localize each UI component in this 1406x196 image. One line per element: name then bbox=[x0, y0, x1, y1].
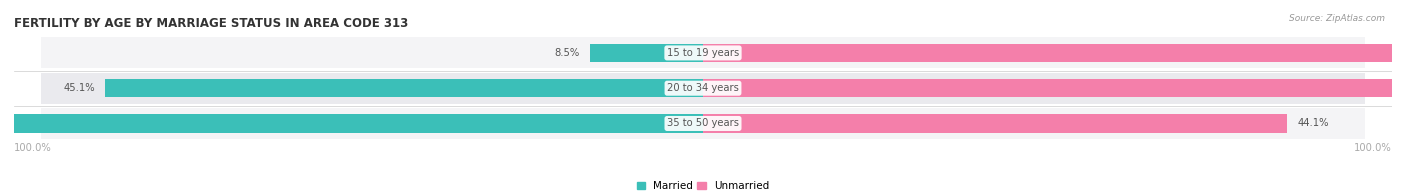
Bar bbox=[41, 108, 1365, 139]
Bar bbox=[703, 114, 1288, 133]
Bar bbox=[703, 79, 1406, 97]
Bar bbox=[591, 44, 703, 62]
Bar bbox=[41, 37, 1365, 68]
Bar bbox=[41, 73, 1365, 104]
Text: 35 to 50 years: 35 to 50 years bbox=[666, 118, 740, 129]
Bar bbox=[0, 114, 703, 133]
Text: 44.1%: 44.1% bbox=[1298, 118, 1330, 129]
Text: 15 to 19 years: 15 to 19 years bbox=[666, 48, 740, 58]
Text: FERTILITY BY AGE BY MARRIAGE STATUS IN AREA CODE 313: FERTILITY BY AGE BY MARRIAGE STATUS IN A… bbox=[14, 17, 408, 30]
Text: 20 to 34 years: 20 to 34 years bbox=[666, 83, 740, 93]
Text: Source: ZipAtlas.com: Source: ZipAtlas.com bbox=[1289, 14, 1385, 23]
Text: 8.5%: 8.5% bbox=[554, 48, 579, 58]
Text: 45.1%: 45.1% bbox=[63, 83, 94, 93]
Text: 100.0%: 100.0% bbox=[1354, 143, 1392, 153]
Legend: Married, Unmarried: Married, Unmarried bbox=[637, 181, 769, 191]
Bar bbox=[703, 44, 1406, 62]
Bar bbox=[105, 79, 703, 97]
Text: 100.0%: 100.0% bbox=[14, 143, 52, 153]
